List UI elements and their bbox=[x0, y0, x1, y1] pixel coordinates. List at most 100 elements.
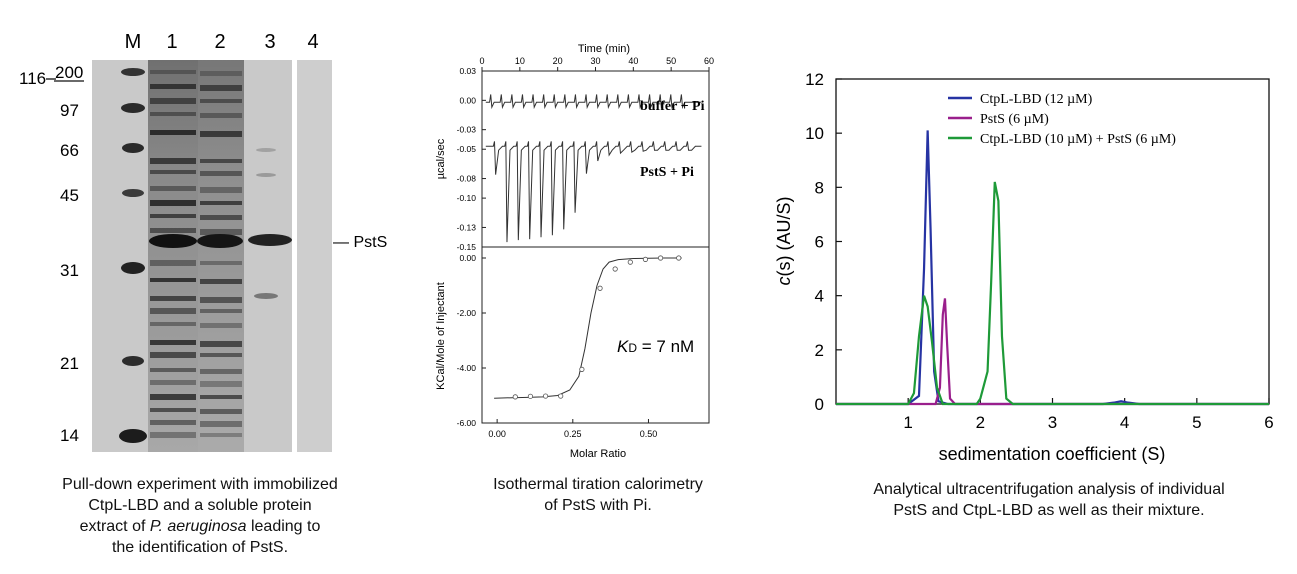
gel-lane-2 bbox=[198, 60, 244, 452]
gel-band bbox=[150, 200, 196, 206]
gel-band bbox=[150, 278, 196, 282]
gel-band bbox=[200, 341, 242, 347]
auc-x-tick-label: 1 bbox=[903, 413, 912, 432]
gel-band bbox=[200, 381, 242, 387]
itc-caption-line1: Isothermal tiration calorimetry bbox=[493, 476, 703, 493]
itc-top-ticks: 0 10 20 30 40 50 60 0.03 0.00 -0.03 -0.05 -0.08 -0.1… bbox=[457, 56, 714, 252]
itc-buffer-trace bbox=[485, 94, 702, 110]
auc-y-tick-label: 6 bbox=[815, 233, 824, 252]
itc-thermogram bbox=[485, 94, 702, 243]
itc-top-y-tick-label: -0.15 bbox=[457, 242, 477, 252]
itc-time-tick-label: 40 bbox=[628, 56, 638, 66]
gel-band bbox=[150, 260, 196, 266]
marker-label-31: 31 bbox=[60, 261, 79, 280]
gel-band bbox=[150, 296, 196, 301]
psts-band-label: — PstS bbox=[333, 234, 387, 251]
gel-band bbox=[200, 171, 242, 176]
marker-label-200: 200 bbox=[55, 63, 83, 82]
gel-band bbox=[150, 158, 196, 164]
itc-time-tick-label: 20 bbox=[553, 56, 563, 66]
itc-time-tick-label: 50 bbox=[666, 56, 676, 66]
itc-top-y-tick-label: -0.10 bbox=[457, 193, 477, 203]
auc-series-line-2 bbox=[836, 298, 1269, 406]
itc-trace-label-buffer: buffer + Pi bbox=[640, 99, 705, 114]
gel-band bbox=[200, 433, 242, 437]
gel-panel: M 1 2 3 4 116 200 97 66 45 31 21 14 — Ps… bbox=[0, 0, 400, 574]
auc-frame bbox=[835, 78, 1270, 405]
gel-lane-bands bbox=[150, 70, 242, 438]
auc-x-tick-label: 2 bbox=[976, 413, 985, 432]
itc-data-point bbox=[527, 393, 534, 399]
itc-fit-curve bbox=[494, 257, 682, 399]
itc-top-y-tick-label: -0.13 bbox=[457, 222, 477, 232]
auc-x-tick-label: 3 bbox=[1048, 413, 1057, 432]
gel-band bbox=[150, 130, 196, 135]
marker-lane bbox=[119, 68, 147, 443]
gel-band bbox=[200, 131, 242, 137]
gel-band bbox=[150, 186, 196, 191]
lane-label-3: 3 bbox=[264, 31, 275, 53]
gel-band bbox=[150, 340, 196, 345]
auc-x-tick-label: 4 bbox=[1120, 413, 1129, 432]
itc-data-point bbox=[642, 256, 649, 262]
auc-y-tick-label: 2 bbox=[815, 341, 824, 360]
gel-caption-line3: extract of P. aeruginosa leading to bbox=[79, 518, 321, 535]
itc-top-y-tick-label: 0.00 bbox=[459, 95, 476, 105]
itc-data-point bbox=[542, 393, 549, 399]
itc-data-point bbox=[579, 366, 585, 372]
gel-band bbox=[200, 85, 242, 91]
itc-top-y-title: µcal/sec bbox=[435, 138, 447, 179]
auc-legend: CtpL-LBD (12 µM) PstS (6 µM) CtpL-LBD (10 … bbox=[948, 92, 1176, 147]
auc-series-line-1 bbox=[836, 130, 1269, 406]
itc-caption: Isothermal tiration calorimetry of PstS … bbox=[420, 474, 776, 516]
itc-top-y-tick-label: -0.08 bbox=[457, 174, 477, 184]
gel-band bbox=[150, 84, 196, 89]
itc-data-point bbox=[597, 285, 603, 291]
auc-legend-label: CtpL-LBD (12 µM) bbox=[980, 92, 1093, 107]
gel-band bbox=[150, 408, 196, 412]
auc-series bbox=[836, 130, 1269, 406]
gel-band bbox=[150, 70, 196, 74]
auc-y-tick-label: 8 bbox=[815, 178, 824, 197]
itc-top-y-tick-label: -0.05 bbox=[457, 144, 477, 154]
gel-band bbox=[200, 159, 242, 163]
itc-bottom-y-tick-label: 0.00 bbox=[459, 253, 476, 263]
itc-bottom-frame bbox=[481, 246, 710, 424]
itc-top-y-tick-label: 0.03 bbox=[459, 66, 476, 76]
itc-time-tick-label: 60 bbox=[704, 56, 714, 66]
gel-band bbox=[150, 98, 196, 104]
lane-label-4: 4 bbox=[307, 31, 318, 53]
gel-band bbox=[200, 309, 242, 313]
gel-band bbox=[200, 187, 242, 193]
auc-x-tick-label: 6 bbox=[1264, 413, 1273, 432]
gel-figure: M 1 2 3 4 116 200 97 66 45 31 21 14 — Ps… bbox=[19, 31, 387, 452]
itc-bottom-ticks: 0.00 -2.00 -4.00 -6.00 0.00 0.25 0.50 bbox=[457, 253, 658, 439]
gel-caption-line2: CtpL-LBD and a soluble protein bbox=[88, 497, 312, 514]
marker-label-45: 45 bbox=[60, 186, 79, 205]
gel-band bbox=[150, 352, 196, 358]
itc-isotherm bbox=[494, 255, 682, 400]
gel-band bbox=[150, 308, 196, 314]
itc-data-point bbox=[512, 394, 518, 400]
auc-y-tick-label: 12 bbox=[805, 70, 824, 89]
itc-psts-trace bbox=[485, 141, 702, 243]
gel-band bbox=[200, 113, 242, 118]
marker-label-66: 66 bbox=[60, 141, 79, 160]
gel-band bbox=[150, 112, 196, 116]
itc-top-frame bbox=[481, 70, 710, 248]
lane-label-2: 2 bbox=[214, 31, 225, 53]
gel-lane-4-strip bbox=[297, 60, 332, 452]
gel-band bbox=[150, 214, 196, 218]
auc-series-line-3 bbox=[836, 181, 1269, 406]
gel-band bbox=[200, 261, 242, 265]
auc-legend-label: PstS (6 µM) bbox=[980, 112, 1049, 127]
itc-top-y-tick-label: -0.03 bbox=[457, 125, 477, 135]
itc-data-point bbox=[558, 393, 564, 399]
gel-band bbox=[200, 297, 242, 303]
gel-band bbox=[200, 71, 242, 76]
itc-molar-tick-label: 0.00 bbox=[488, 429, 506, 439]
gel-band bbox=[150, 228, 196, 233]
auc-legend-label: CtpL-LBD (10 µM) + PstS (6 µM) bbox=[980, 132, 1176, 147]
itc-time-tick-label: 0 bbox=[479, 56, 484, 66]
